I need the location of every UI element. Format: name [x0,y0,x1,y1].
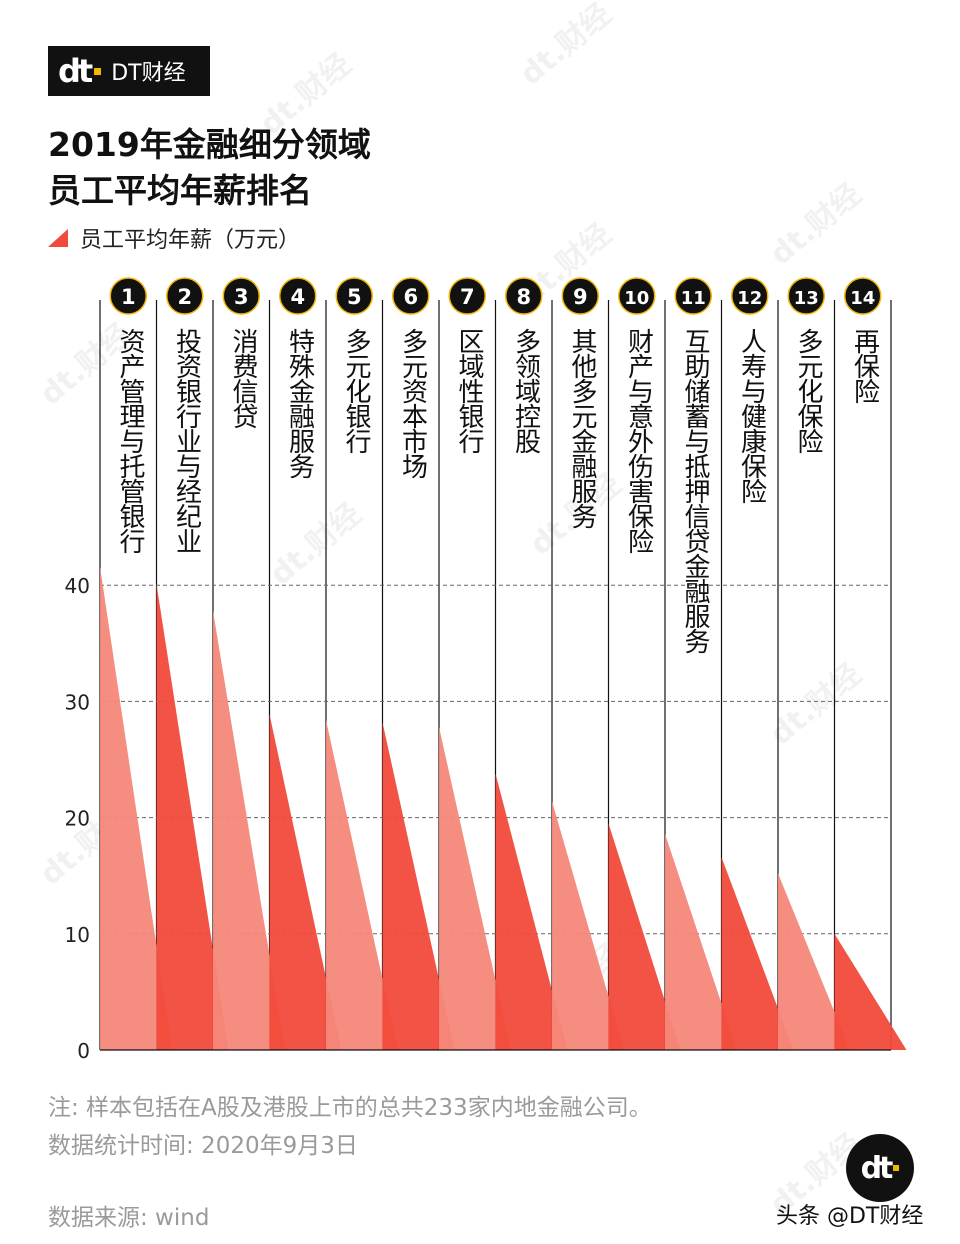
category-label: 互助储蓄与抵押信贷金融服务 [680,328,710,654]
rank-badge [618,277,656,315]
note-time: 数据统计时间: 2020年9月3日 [48,1133,358,1159]
title-line-2: 员工平均年薪排名 [48,171,312,210]
rank-number: 5 [347,285,362,309]
category-label: 再保险 [850,328,880,404]
category-label: 多元化保险 [793,328,823,454]
brand-name: DT财经 [111,61,186,86]
category-label: 消费信贷 [228,328,258,429]
salary-triangle [665,833,737,1050]
category-label: 多领域控股 [511,328,541,454]
rank-number: 14 [850,288,875,309]
rank-number: 9 [573,285,588,309]
note-source: 数据来源: wind [48,1205,210,1231]
logo-dot [94,67,102,75]
salary-triangle [439,726,511,1050]
rank-number: 6 [403,285,418,309]
rank-number: 8 [516,285,531,309]
legend: 员工平均年薪（万元） [48,222,300,254]
category-label: 特殊金融服务 [285,328,315,479]
legend-label: 员工平均年薪（万元） [80,228,301,253]
brand-logo: dt DT财经 [48,46,210,96]
category-label: 财产与意外伤害保险 [624,328,654,554]
salary-triangle [100,566,172,1050]
brand-badge-icon: dt [846,1134,914,1202]
salary-triangle [495,773,568,1050]
rank-badge [674,277,712,315]
watermark: dt.财经 [513,0,619,93]
category-label: 区域性银行 [454,328,484,454]
y-tick-label: 10 [65,923,90,947]
y-tick-label: 20 [65,807,90,831]
rank-number: 12 [737,288,762,309]
category-label: 资产管理与托管银行 [115,328,145,554]
rank-number: 10 [624,288,649,309]
rank-badge [448,277,486,315]
salary-triangle [778,873,850,1050]
y-tick-label: 40 [65,574,90,598]
rank-number: 3 [234,285,249,309]
y-tick-label: 30 [65,690,90,714]
rank-number: 4 [290,285,305,309]
rank-badge [335,277,373,315]
category-label: 其他多元金融服务 [567,328,597,529]
rank-badge [787,277,825,315]
rank-number: 11 [681,288,706,309]
title-line-1: 2019年金融细分领域 [48,125,371,164]
salary-triangle [608,823,681,1050]
category-label: 人寿与健康保险 [737,328,767,504]
rank-badge [222,277,260,315]
salary-triangle [213,610,285,1050]
salary-triangle [156,584,229,1050]
rank-badge [731,277,769,315]
category-label: 多元资本市场 [398,328,428,479]
rank-number: 7 [460,285,475,309]
salary-triangle [552,801,624,1050]
rank-badge [505,277,543,315]
credit-text: 头条 @DT财经 [776,1204,924,1229]
logo-mark: dt [58,52,93,90]
watermark: dt.财经 [763,176,869,273]
rank-number: 13 [794,288,819,309]
salary-triangle [326,720,398,1050]
rank-badge [844,277,882,315]
salary-triangle [382,722,455,1050]
rank-number: 2 [177,285,192,309]
salary-triangle [834,933,907,1050]
rank-number: 1 [121,285,136,309]
category-label: 多元化银行 [341,328,371,454]
y-tick-label: 0 [77,1039,90,1063]
rank-badge [109,277,147,315]
rank-badge [561,277,599,315]
salary-triangle [721,857,794,1050]
rank-badge [279,277,317,315]
note-sample: 注: 样本包括在A股及港股上市的总共233家内地金融公司。 [48,1095,652,1121]
legend-swatch-icon [48,229,68,247]
rank-badge [392,277,430,315]
category-label: 投资银行业与经纪业 [172,328,202,553]
rank-badge [166,277,204,315]
salary-triangle [269,714,342,1050]
chart-title: 2019年金融细分领域 员工平均年薪排名 [48,122,371,214]
